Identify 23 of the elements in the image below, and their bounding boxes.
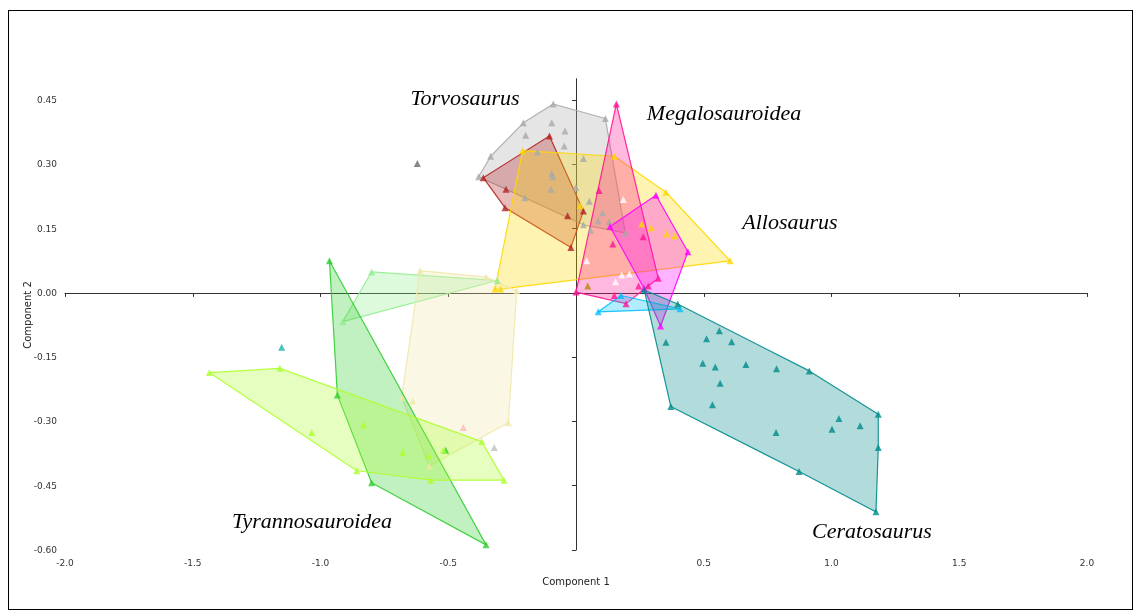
y-tick-label: 0.30 xyxy=(36,159,58,170)
x-tick-label: 1.5 xyxy=(952,557,967,568)
annotation: Torvosaurus xyxy=(410,85,520,111)
annotation: Allosaurus xyxy=(742,209,838,235)
x-axis-title: Component 1 xyxy=(542,575,610,587)
y-tick-label: -0.60 xyxy=(33,545,58,555)
x-tick-label: 1.0 xyxy=(824,557,839,568)
y-tick-label: 0.45 xyxy=(36,95,57,106)
y-tick-label: 0.15 xyxy=(36,223,57,234)
x-tick-label: -1.0 xyxy=(311,557,330,568)
x-tick-label: -0.5 xyxy=(439,557,458,568)
x-tick-label: -2.0 xyxy=(56,557,75,568)
annotation: Ceratosaurus xyxy=(812,518,932,544)
y-tick-label: -0.15 xyxy=(33,352,57,363)
annotation: Megalosauroidea xyxy=(646,100,802,126)
y-axis-title: Component 2 xyxy=(21,281,33,349)
x-tick-label: 0.5 xyxy=(696,557,711,568)
x-tick-label: -1.5 xyxy=(183,557,202,568)
annotation: Tyrannosauroidea xyxy=(231,508,393,534)
y-tick-label: -0.30 xyxy=(33,416,58,427)
y-tick-label: -0.45 xyxy=(33,480,57,491)
x-tick-label: 2.0 xyxy=(1079,557,1095,568)
y-tick-label: 0.00 xyxy=(36,287,58,298)
